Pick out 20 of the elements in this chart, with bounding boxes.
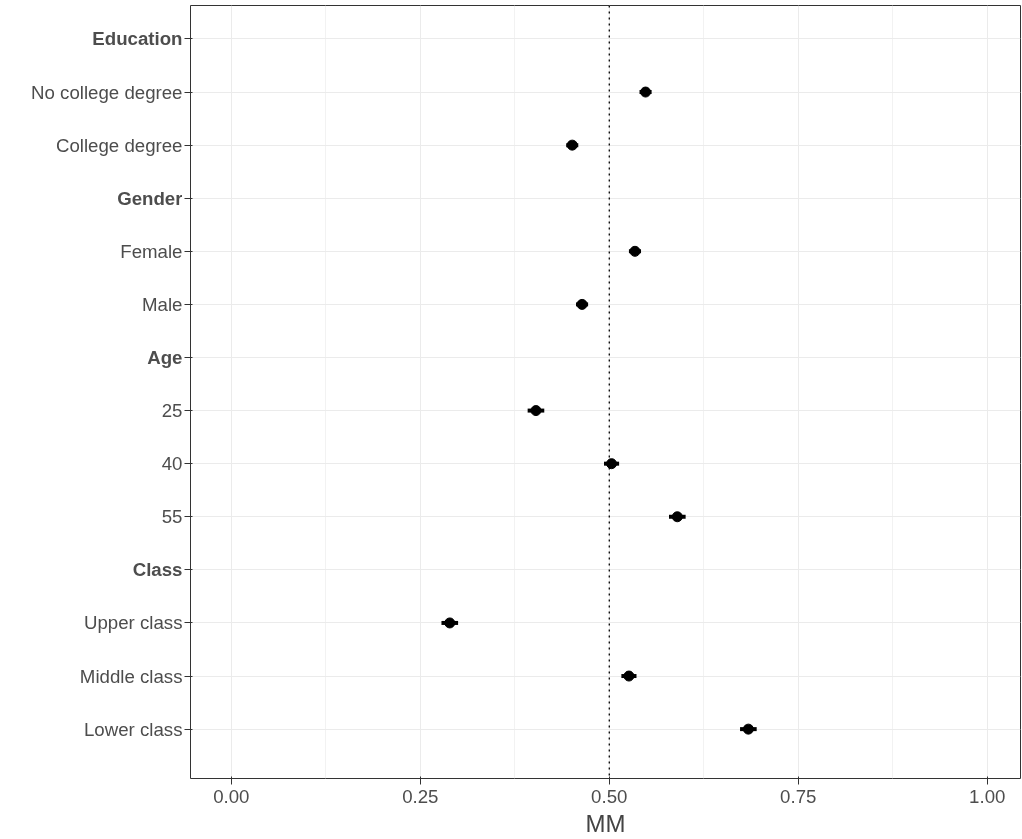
y-tick-label: 55 [161,506,183,528]
y-tick-label: Male [142,293,183,315]
y-tick-label: Class [132,559,183,581]
x-tick-label: 0.25 [402,785,439,807]
x-tick-label: 0.00 [213,785,250,807]
y-tick-label: Age [147,346,183,368]
x-tick-label: 1.00 [969,785,1006,807]
y-tick-label: No college degree [31,81,183,103]
y-tick-label: 25 [161,400,183,422]
x-tick-label: 0.75 [780,785,817,807]
y-tick-label: Female [120,240,183,262]
y-tick-label: Upper class [84,612,183,634]
y-tick-label: Education [92,28,183,50]
x-tick-label: 0.50 [591,785,628,807]
y-tick-label: Lower class [84,718,183,740]
y-tick-label: Gender [117,187,183,209]
x-axis-title: MM [585,809,626,837]
y-tick-label: 40 [161,453,183,475]
y-tick-label: Middle class [79,665,183,687]
y-tick-label: College degree [55,134,183,156]
